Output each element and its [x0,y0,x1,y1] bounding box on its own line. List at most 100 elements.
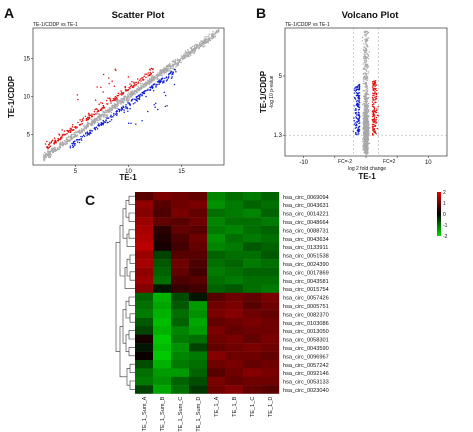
panel-a-point [49,145,52,147]
panel-a-point [136,95,138,98]
panel-a-point [126,98,128,101]
heatmap-cell [261,360,280,369]
heatmap-cell [243,368,262,377]
panel-a-point [87,125,90,128]
panel-a-point [81,118,83,121]
panel-a-point [43,151,46,154]
panel-b-point [366,128,368,130]
panel-a-point [76,141,79,143]
panel-a-point [130,94,132,97]
panel-a-point [101,102,104,105]
panel-a-point [57,139,60,142]
panel-b-point [365,144,368,147]
panel-b-point [358,129,361,131]
heatmap-cell [261,217,280,226]
panel-a-point [144,85,147,88]
panel-a-point [130,99,133,102]
panel-a-point [110,102,112,104]
heatmap-cell [153,343,172,352]
panel-b-point [373,81,376,83]
panel-b-point [367,57,369,60]
panel-b-point [367,66,369,68]
panel-a-point [81,129,83,131]
panel-a-point [100,115,103,118]
panel-b-point [373,128,376,130]
heatmap-cell [207,192,226,201]
panel-a-point [193,52,195,54]
panel-a-point [103,116,105,118]
heatmap-cell [135,385,154,394]
panel-b-point [358,88,360,90]
panel-b-point [377,114,379,117]
panel-b-point [358,106,361,109]
panel-a-point [72,141,75,144]
panel-a-point [113,99,115,102]
panel-b-point [368,110,370,112]
panel-a-point [167,77,170,79]
panel-a-point [59,144,61,147]
heatmap-cell [243,301,262,310]
panel-a-point [157,80,160,82]
panel-a-point [77,130,79,133]
panel-a-point [157,108,159,111]
panel-b-point [365,45,368,47]
panel-a-point [176,62,178,65]
panel-a-point [66,136,68,139]
panel-b-point [366,56,369,59]
panel-a-point [129,85,132,88]
panel-b-point [358,133,360,135]
panel-a-xtick-label: 5 [74,169,78,175]
panel-b-point [365,135,367,138]
panel-a-point [96,108,98,110]
panel-b-point [362,143,365,145]
panel-a-point [133,81,135,83]
heatmap-row-label: hsa_circ_0088731 [283,228,329,234]
panel-a-point [209,39,212,42]
panel-b-point [363,112,365,114]
panel-a-point [126,89,128,92]
panel-a-point [216,31,219,33]
panel-a-point [214,35,217,37]
panel-a-point [111,108,113,110]
panel-a-point [50,153,52,156]
panel-a-point [128,98,130,100]
panel-a-point [45,153,48,155]
panel-b-point [364,54,366,56]
panel-a-point [145,82,148,85]
heatmap-cell [153,292,172,302]
panel-a-point [103,114,105,116]
heatmap-cell [243,334,262,344]
panel-a-point [49,152,51,154]
panel-a-point [200,45,202,47]
panel-a-point [82,119,84,122]
panel-a-point [186,48,189,51]
panel-a-point [127,110,129,112]
panel-b-point [352,130,354,132]
heatmap-cell [225,276,244,285]
panel-b-point [363,101,365,103]
panel-a-point [87,124,89,126]
dendrogram-branch [129,254,135,264]
heatmap-column-label: TE_1_Sum_C [178,397,184,432]
panel-a-point [99,118,102,120]
panel-a-point [76,126,78,128]
panel-b-point [357,114,360,117]
panel-b-point [364,92,367,95]
panel-a-point [160,69,162,72]
panel-a-point [49,155,52,158]
panel-a-point [54,146,56,148]
panel-a-point [156,80,159,83]
panel-a-point [109,97,111,100]
panel-a-point [61,134,64,136]
panel-a-point [77,121,79,124]
panel-a-point [64,143,67,146]
panel-a-ticks: 5 10 15 5 10 15 [23,56,185,175]
heatmap-cell [171,360,190,369]
dendrogram-branch [129,363,135,373]
panel-b-point [374,99,376,101]
panel-a-point [169,67,171,70]
dendrogram-branch [122,309,126,344]
heatmap-cell [243,225,262,235]
panel-a-point [207,42,209,44]
panel-a-point [175,71,177,73]
